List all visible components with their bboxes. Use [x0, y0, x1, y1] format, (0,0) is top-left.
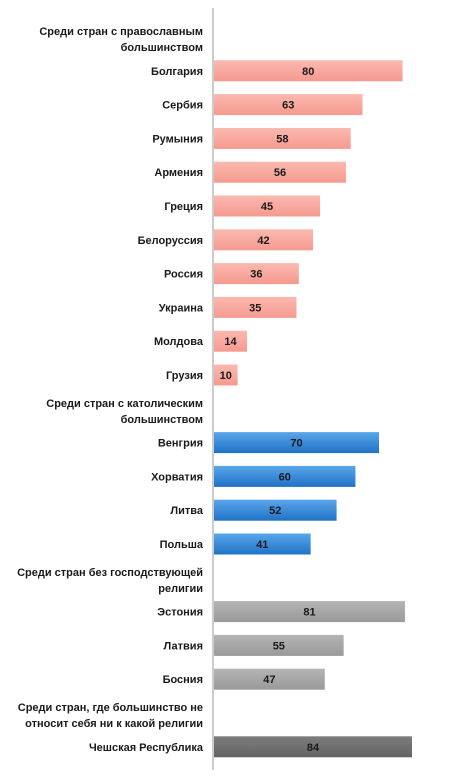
bar-румыния [214, 127, 351, 149]
data-label: 47 [263, 674, 275, 686]
group-header: Среди стран без господствующей [17, 567, 203, 579]
category-label: Эстония [157, 607, 203, 619]
data-label: 14 [224, 336, 237, 348]
category-label: Армения [154, 167, 203, 179]
group-header: большинством [121, 414, 203, 426]
category-label: Польша [160, 539, 204, 551]
category-label: Болгария [151, 66, 203, 78]
bar-армения [214, 161, 346, 183]
category-label: Босния [163, 674, 203, 686]
category-label: Хорватия [151, 471, 203, 483]
data-label: 10 [220, 370, 232, 382]
bar-грузия [214, 364, 238, 386]
category-label: Греция [164, 201, 203, 213]
bar-литва [214, 499, 337, 521]
bar-сербия [214, 94, 363, 116]
data-label: 63 [282, 100, 294, 112]
bar-хорватия [214, 465, 356, 487]
bar-молдова [214, 330, 247, 352]
bar-польша [214, 533, 311, 555]
category-label: Молдова [154, 336, 204, 348]
data-label: 52 [269, 505, 281, 517]
bar-венгрия [214, 432, 379, 454]
category-label: Латвия [164, 640, 203, 652]
category-label: Венгрия [158, 438, 203, 450]
data-label: 70 [290, 438, 302, 450]
category-label: Сербия [162, 100, 203, 112]
data-label: 81 [303, 607, 315, 619]
bar-босния [214, 668, 325, 690]
data-label: 58 [276, 133, 288, 145]
category-label: Грузия [166, 370, 203, 382]
category-label: Украина [159, 302, 204, 314]
data-label: 84 [307, 742, 320, 754]
bar-россия [214, 263, 299, 285]
group-header: большинством [121, 42, 203, 54]
data-label: 42 [257, 235, 269, 247]
bar-греция [214, 195, 321, 217]
bar-украина [214, 296, 297, 318]
bar-чешская-республика [214, 736, 412, 758]
group-header: относит себя ни к какой религии [25, 718, 203, 730]
data-label: 60 [279, 471, 291, 483]
data-label: 56 [274, 167, 286, 179]
bar-болгария [214, 60, 403, 82]
category-label: Румыния [152, 133, 203, 145]
bar-белоруссия [214, 229, 313, 251]
category-label: Литва [170, 505, 203, 517]
data-label: 45 [261, 201, 273, 213]
bar-латвия [214, 634, 344, 656]
data-label: 35 [249, 302, 261, 314]
data-label: 55 [273, 640, 285, 652]
data-label: 41 [256, 539, 268, 551]
group-header: Среди стран с православным [39, 26, 203, 38]
category-label: Чешская Республика [89, 742, 204, 754]
category-label: Россия [164, 269, 203, 281]
data-label: 36 [250, 269, 262, 281]
group-header: Среди стран с католическим [46, 398, 203, 410]
group-header: религии [158, 583, 203, 595]
category-label: Белоруссия [138, 235, 203, 247]
bar-эстония [214, 601, 405, 623]
data-label: 80 [302, 66, 314, 78]
group-header: Среди стран, где большинство не [18, 702, 203, 714]
